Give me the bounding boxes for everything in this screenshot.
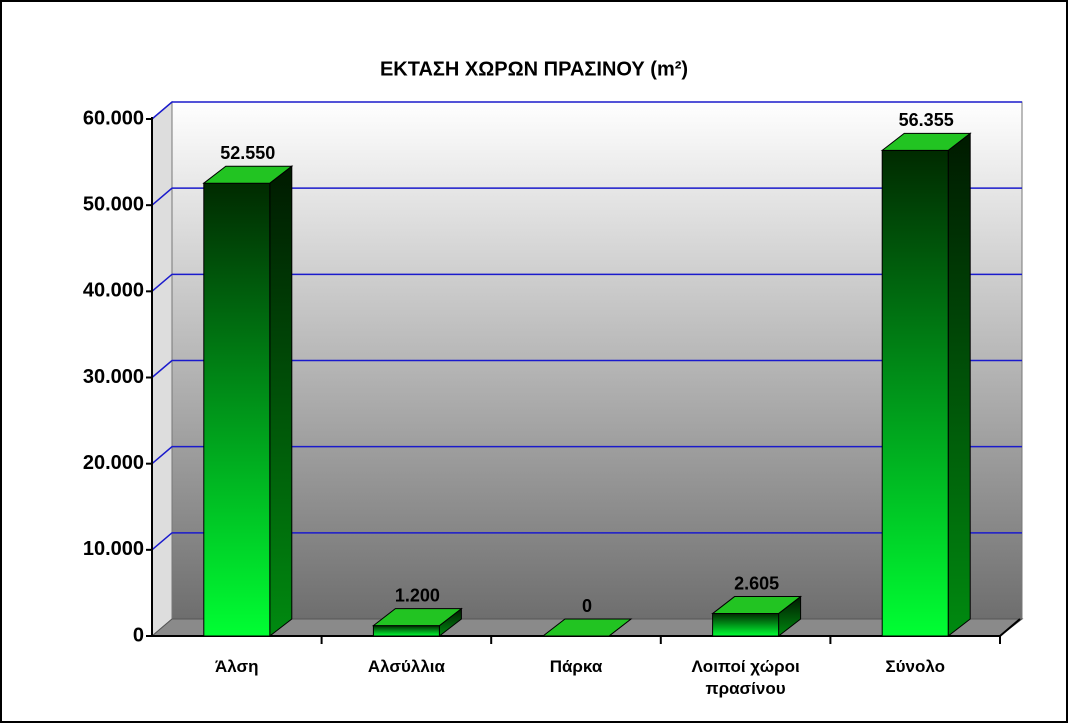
x-tick-label: Σύνολο bbox=[885, 657, 945, 676]
x-tick-label: Λοιποί χώροι πρασίνου bbox=[691, 657, 800, 698]
x-tick-label: Πάρκα bbox=[549, 657, 603, 676]
bar-side bbox=[269, 165, 293, 638]
bar bbox=[203, 182, 271, 637]
bar-side bbox=[947, 132, 971, 638]
grid-line bbox=[151, 359, 1022, 379]
value-label: 0 bbox=[582, 596, 592, 616]
bar-top bbox=[541, 618, 633, 637]
chart-title: ΕΚΤΑΣΗ ΧΩΡΩΝ ΠΡΑΣΙΝΟΥ (m²) bbox=[380, 58, 688, 80]
x-tick-label: Άλση bbox=[215, 657, 259, 676]
y-tick-label: 0 bbox=[133, 624, 144, 646]
value-label: 2.605 bbox=[734, 573, 779, 593]
y-tick-label: 40.000 bbox=[83, 280, 144, 302]
value-label: 1.200 bbox=[395, 585, 440, 605]
grid-line bbox=[151, 532, 1022, 551]
y-tick-label: 50.000 bbox=[83, 193, 144, 215]
y-tick-label: 10.000 bbox=[83, 538, 144, 560]
bar-top bbox=[711, 596, 803, 615]
grid-line bbox=[151, 273, 1022, 292]
x-tick-label: Αλσύλλια bbox=[367, 657, 445, 676]
bar bbox=[881, 149, 949, 637]
bar bbox=[712, 613, 780, 637]
grid-line bbox=[151, 187, 1022, 206]
bar-top bbox=[371, 608, 463, 627]
bar-top bbox=[202, 165, 294, 184]
bar-top bbox=[880, 132, 972, 151]
value-label: 52.550 bbox=[220, 143, 275, 163]
grid-line bbox=[151, 101, 1022, 120]
bar bbox=[372, 625, 440, 637]
y-tick-label: 20.000 bbox=[83, 452, 144, 474]
y-tick-label: 30.000 bbox=[83, 366, 144, 388]
y-tick-label: 60.000 bbox=[83, 107, 144, 129]
value-label: 56.355 bbox=[899, 110, 954, 130]
grid-line bbox=[151, 445, 1022, 465]
